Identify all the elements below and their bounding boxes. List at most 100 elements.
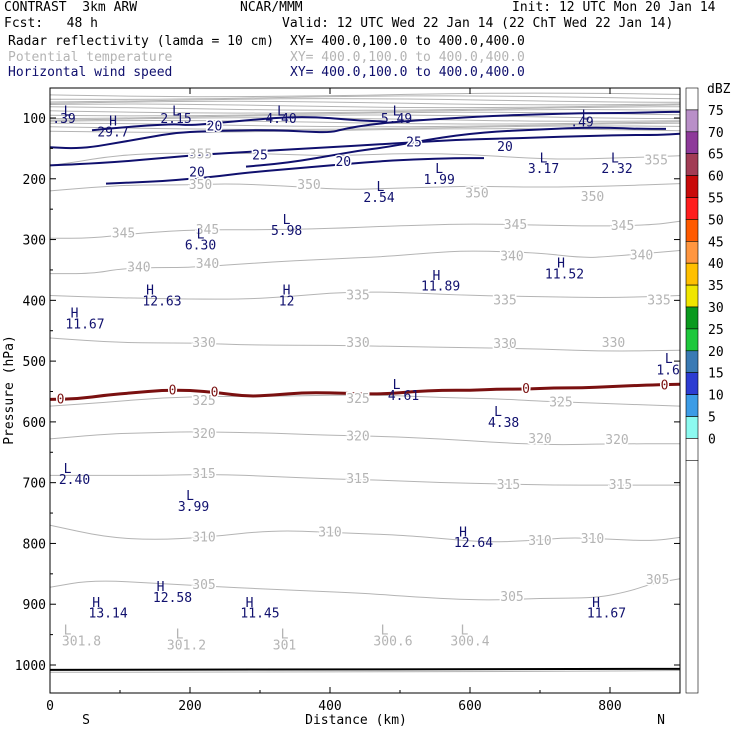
extremum-mark-L-21: L	[186, 489, 194, 504]
colorbar-label-0: 0	[708, 432, 716, 447]
extremum-mark-H-1: H	[109, 114, 117, 129]
colorbar-label-55: 55	[708, 192, 724, 207]
theta-contour-300	[50, 670, 680, 673]
extremum-mark-H-24: H	[92, 596, 100, 611]
extremum-value-21: 3.99	[178, 500, 209, 515]
extremum-mark-H-15: H	[283, 283, 291, 298]
extremum-value-16: 11.67	[65, 317, 104, 332]
contour-label-315-35: 315	[346, 472, 369, 487]
extremum-mark-L-18: L	[393, 378, 401, 393]
extremum-mark-L-20: L	[64, 462, 72, 477]
center-label: NCAR/MMM	[240, 0, 303, 15]
extremum-mark-L-29: L	[281, 627, 289, 642]
colorbar-label-35: 35	[708, 279, 724, 294]
contour-label-330-24: 330	[346, 336, 369, 351]
extremum-mark-L-7: L	[611, 152, 619, 167]
extremum-value-14: 12.63	[142, 294, 181, 309]
freezing-level-line	[50, 382, 680, 401]
contour-label-325-29: 325	[549, 395, 572, 410]
extremum-value-25: 11.45	[240, 607, 279, 622]
contour-label-320-31: 320	[346, 429, 369, 444]
extremum-mark-L-30: L	[381, 624, 389, 639]
extremum-mark-L-31: L	[460, 624, 468, 639]
extremum-mark-L-2: L	[172, 105, 180, 120]
extremum-value-29: 301	[273, 638, 296, 653]
y-tick-label-600: 600	[23, 416, 46, 431]
y-tick-label-800: 800	[23, 537, 46, 552]
x-tick-label-600: 600	[458, 699, 481, 714]
colorbar-label-15: 15	[708, 367, 724, 382]
contour-label-345-13: 345	[196, 223, 219, 238]
contour-labels: 20 20 25 20 25 20 355 350 350 350 350 355 345 345 345 3…	[55, 118, 672, 606]
extremum-value-7: 2.32	[601, 162, 632, 177]
extremum-value-13: 11.89	[421, 280, 460, 295]
valid-time: Valid: 12 UTC Wed 22 Jan 14 (22 ChT Wed …	[282, 16, 674, 31]
extremum-mark-H-16: H	[71, 306, 79, 321]
theta-contour-350	[50, 183, 680, 192]
theta-contour-330	[50, 337, 680, 352]
contour-label-25-2: 25	[252, 149, 268, 164]
contour-label-310-40: 310	[528, 534, 551, 549]
wind-contour-25-4	[91, 116, 387, 132]
extremum-mark-H-25: H	[246, 596, 254, 611]
colorbar-box-8	[685, 262, 699, 286]
colorbar-box-11	[685, 328, 699, 352]
theta-contour-335	[50, 291, 680, 300]
contour-label-355-11: 355	[644, 154, 667, 169]
contour-label-340-19: 340	[630, 248, 653, 263]
wind-contour-20-1	[50, 110, 680, 150]
colorbar-box-4	[685, 175, 699, 198]
contour-label-0-46: 0	[169, 383, 177, 398]
colorbar-box-6	[685, 219, 699, 242]
extremum-mark-H-23: H	[157, 580, 165, 595]
theta-contour-upper-2	[50, 98, 680, 103]
extremum-value-3: 4.40	[265, 112, 296, 127]
extremum-mark-H-22: H	[459, 525, 467, 540]
contour-label-345-14: 345	[504, 218, 527, 233]
extremum-mark-L-27: L	[64, 624, 72, 639]
figure-header: CONTRAST 3km ARW NCAR/MMM Init: 12 UTC M…	[0, 0, 740, 88]
freezing-level	[50, 382, 680, 401]
theta-contour-315	[50, 474, 680, 486]
theta-contour-upper-9	[50, 117, 680, 122]
theta-contour-upper-11	[50, 122, 680, 128]
x-end-label-north: N	[657, 713, 665, 728]
contour-label-340-18: 340	[500, 250, 523, 265]
x-axis-label: Distance (km)	[305, 713, 407, 728]
colorbar-box-3	[685, 153, 699, 176]
extremum-mark-L-0: L	[64, 105, 72, 120]
extremum-mark-L-19: L	[494, 405, 502, 420]
extremum-value-18: 4.61	[388, 389, 419, 404]
extremum-value-15: 12	[279, 294, 295, 309]
colorbar-label-70: 70	[708, 126, 724, 141]
contour-label-325-28: 325	[346, 392, 369, 407]
theta-contour-340	[50, 250, 680, 275]
x-tick-label-200: 200	[178, 699, 201, 714]
extremum-value-9: 1.99	[424, 173, 455, 188]
extremum-value-22: 12.64	[454, 536, 493, 551]
extremum-value-5: .49	[570, 116, 593, 131]
contour-label-25-4: 25	[406, 135, 422, 150]
colorbar-label-20: 20	[708, 345, 724, 360]
contour-label-330-25: 330	[493, 337, 516, 352]
contour-label-350-7: 350	[189, 178, 212, 193]
colorbar-label-50: 50	[708, 213, 724, 228]
colorbar-box-14	[685, 394, 699, 417]
contour-label-305-42: 305	[192, 578, 215, 593]
x-tick-label-400: 400	[318, 699, 341, 714]
contour-label-0-48: 0	[522, 382, 530, 397]
colorbar-box-below	[685, 459, 699, 694]
contour-label-315-36: 315	[497, 478, 520, 493]
extremum-mark-H-14: H	[146, 283, 154, 298]
extremum-mark-L-10: L	[197, 227, 205, 242]
extremum-mark-L-3: L	[277, 105, 285, 120]
contour-label-330-26: 330	[602, 336, 625, 351]
colorbar-box-13	[685, 372, 699, 395]
contour-label-330-23: 330	[192, 336, 215, 351]
extremum-mark-L-6: L	[540, 152, 548, 167]
extremum-value-11: 5.98	[271, 224, 302, 239]
y-tick-label-400: 400	[23, 294, 46, 309]
contour-label-20-1: 20	[189, 166, 205, 181]
